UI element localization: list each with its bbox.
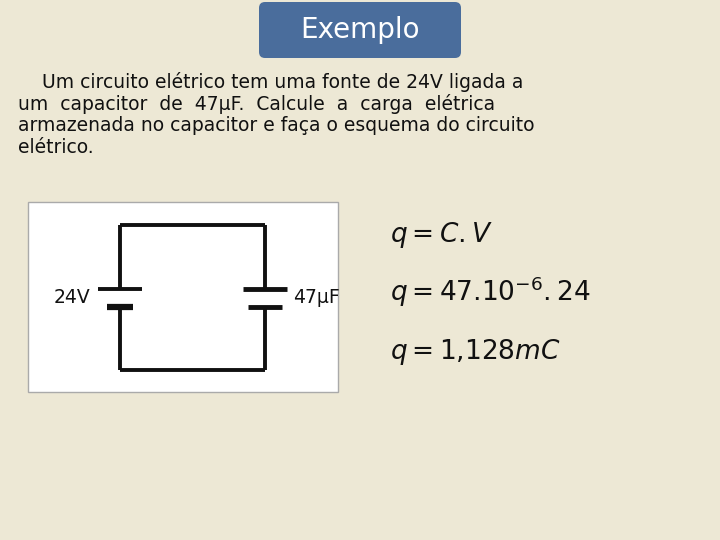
Text: Exemplo: Exemplo: [300, 16, 420, 44]
Bar: [28, 202, 338, 392]
Text: Um circuito elétrico tem uma fonte de 24V ligada a: Um circuito elétrico tem uma fonte de 24…: [18, 72, 523, 92]
Text: $q = 1{,}128mC$: $q = 1{,}128mC$: [390, 337, 561, 367]
Text: armazenada no capacitor e faça o esquema do circuito: armazenada no capacitor e faça o esquema…: [18, 116, 534, 135]
Text: elétrico.: elétrico.: [18, 138, 94, 157]
Text: 24V: 24V: [53, 288, 90, 307]
Text: $q = 47.10^{-6}.24$: $q = 47.10^{-6}.24$: [390, 275, 590, 309]
FancyBboxPatch shape: [259, 2, 461, 58]
Text: $q = C.V$: $q = C.V$: [390, 220, 492, 250]
Text: um  capacitor  de  47μF.  Calcule  a  carga  elétrica: um capacitor de 47μF. Calcule a carga el…: [18, 94, 495, 114]
Text: 47μF: 47μF: [293, 288, 340, 307]
